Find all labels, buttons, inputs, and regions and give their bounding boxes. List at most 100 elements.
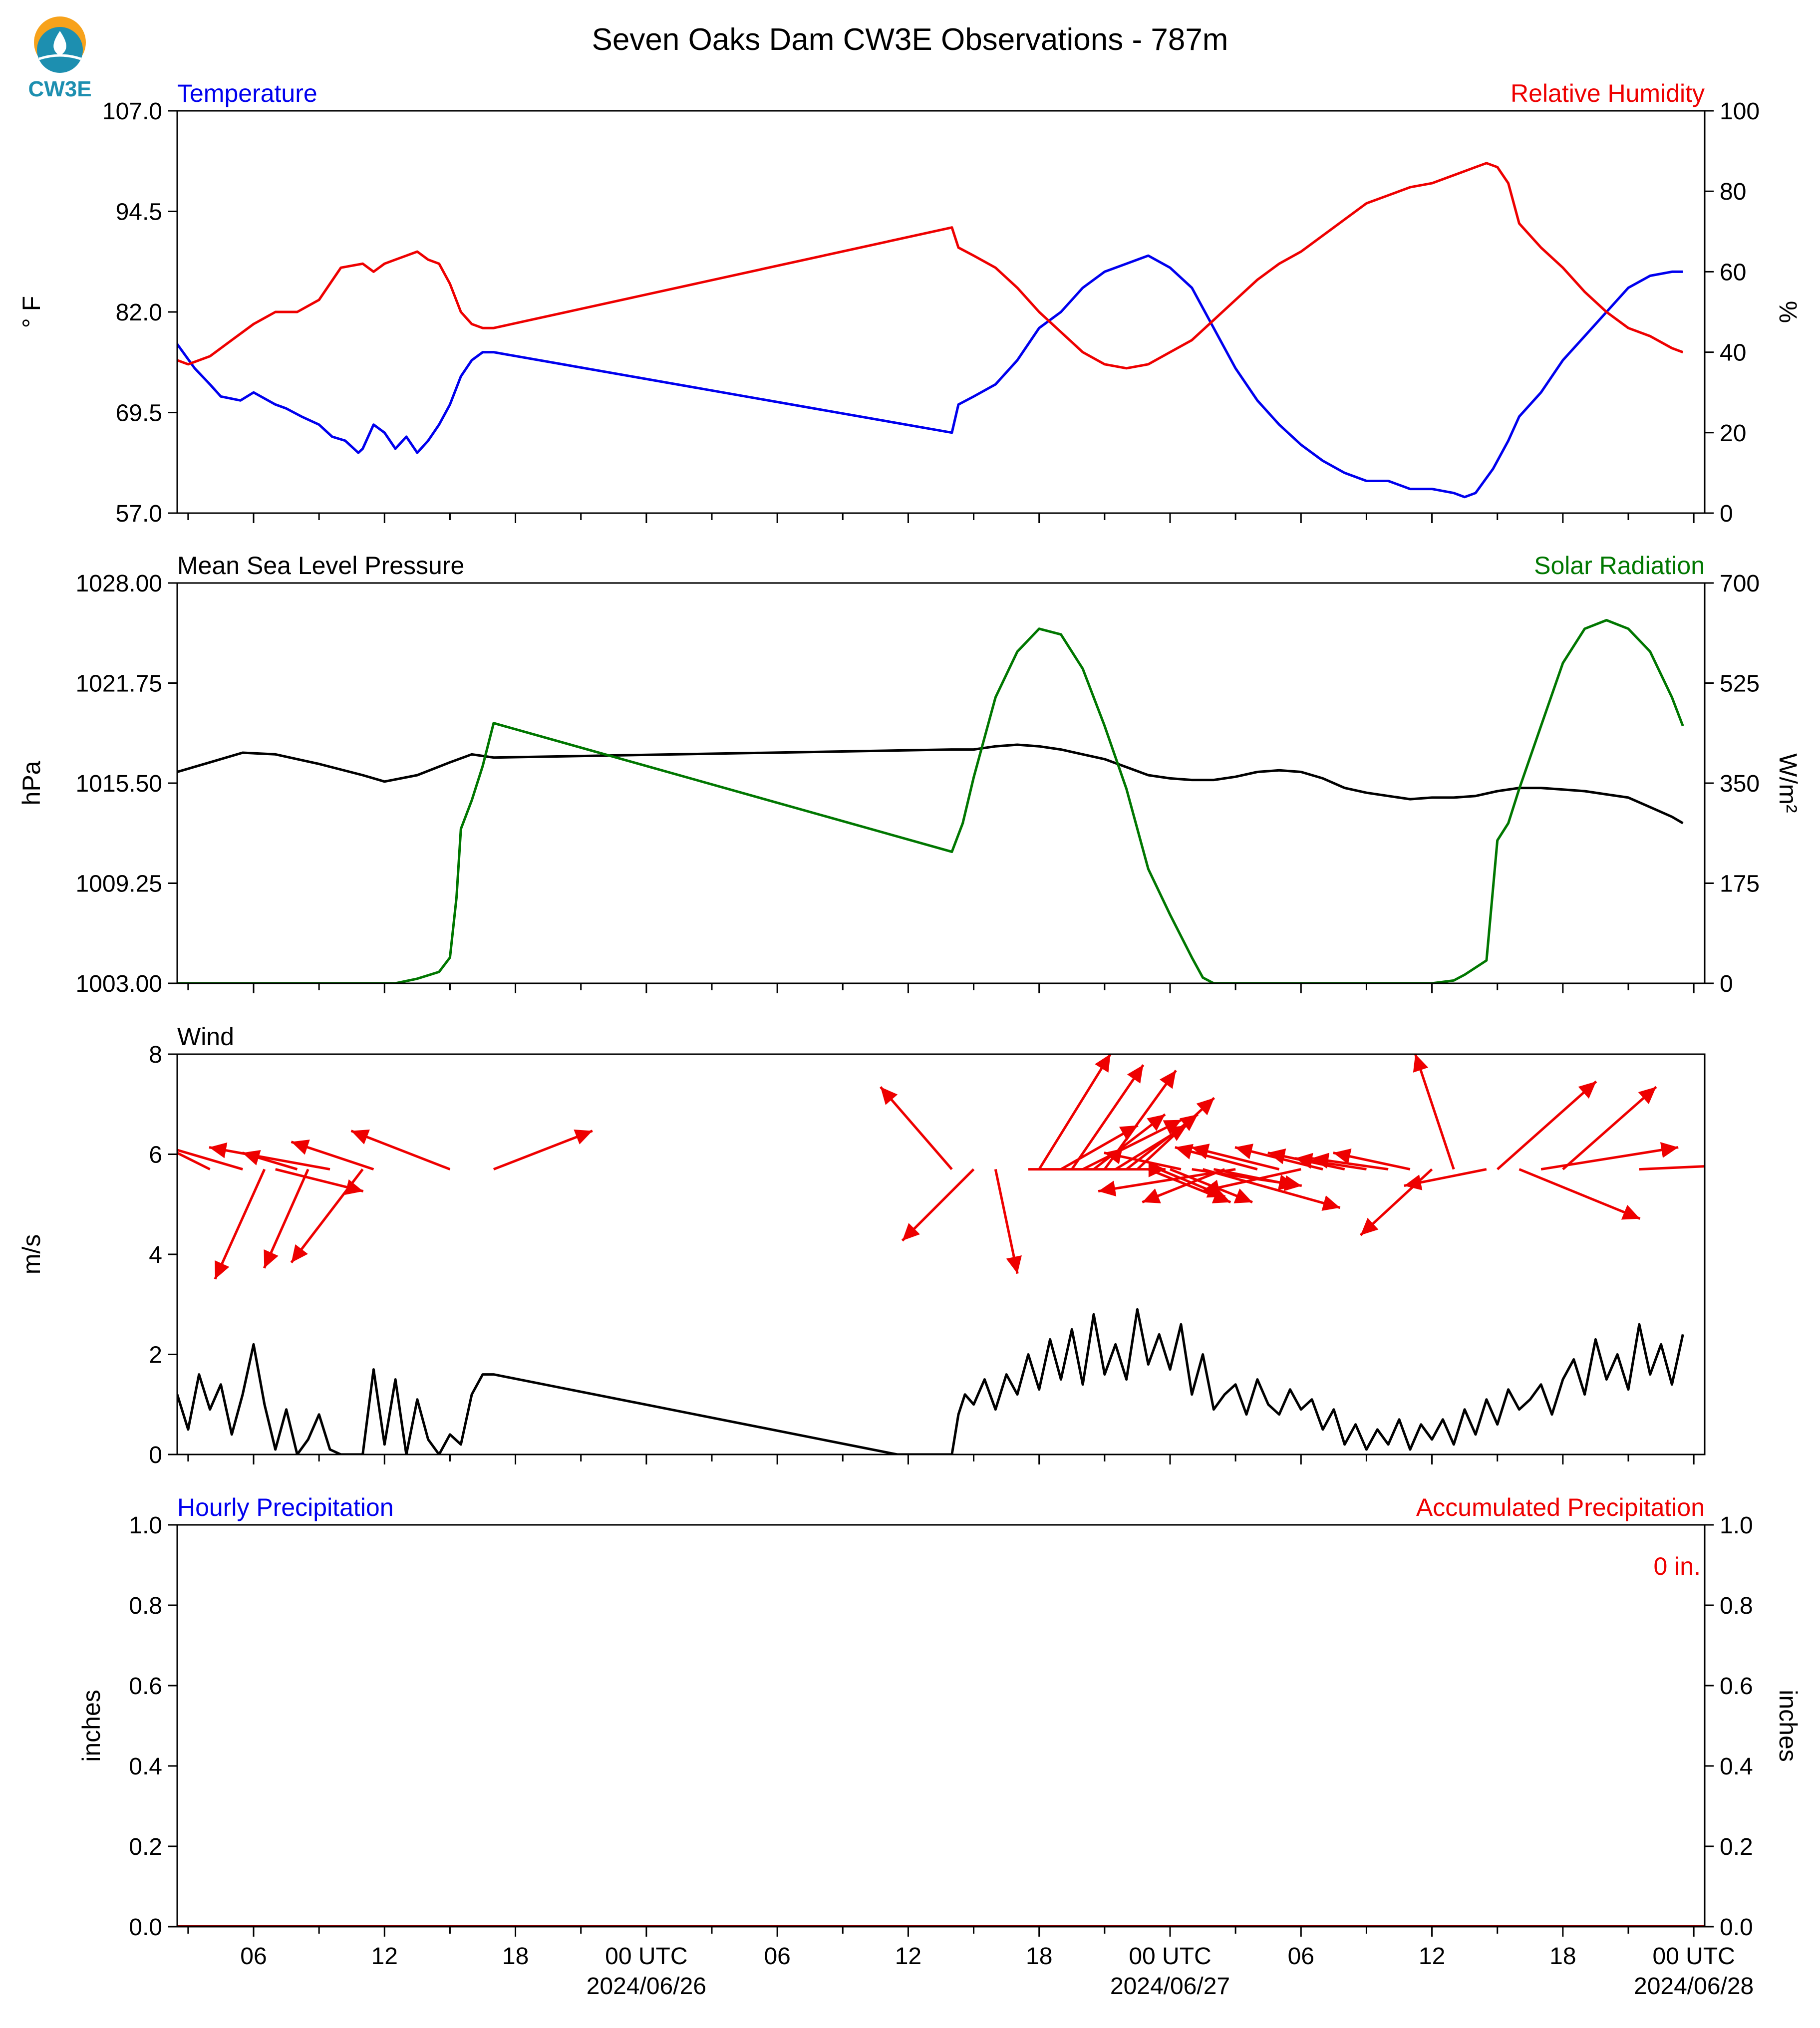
wind-arrow-head: [1295, 1153, 1313, 1169]
y-axis-title-right: %: [1774, 301, 1802, 323]
chart-title: Seven Oaks Dam CW3E Observations - 787m: [592, 22, 1228, 57]
wind-arrow-head: [880, 1087, 898, 1105]
y-axis-title: ° F: [17, 296, 45, 328]
wind-arrow-head: [1175, 1144, 1194, 1159]
x-tick-label: 06: [764, 1943, 790, 1970]
wind-arrow: [1202, 1168, 1341, 1211]
wind-arrow-shaft: [1414, 1054, 1455, 1170]
wind-arrow-head: [1621, 1204, 1640, 1220]
wind-arrow-head: [1095, 1054, 1111, 1073]
wind-arrow-head: [1360, 1217, 1379, 1235]
wind-arrow-head: [291, 1140, 310, 1155]
series-line-2: [177, 162, 1684, 370]
plot-area: [177, 1054, 1705, 1454]
y-tick-label: 1009.25: [75, 871, 162, 897]
wind-arrow: [879, 1086, 953, 1170]
x-tick-label: 12: [371, 1943, 398, 1970]
x-tick-label: 06: [240, 1943, 267, 1970]
wind-arrow-shaft: [209, 1146, 330, 1171]
panel-title-left: Hourly Precipitation: [177, 1493, 394, 1521]
x-tick-label: 18: [1549, 1943, 1576, 1970]
wind-arrow-shaft: [1540, 1146, 1679, 1171]
wind-arrow-shaft: [1038, 1054, 1112, 1170]
wind-arrow-head: [1311, 1153, 1330, 1169]
wind-arrow: [209, 1142, 330, 1171]
panel-title-right: Relative Humidity: [1511, 79, 1705, 107]
x-tick-date-label: 2024/06/28: [1634, 1973, 1754, 2000]
x-tick-label: 12: [895, 1943, 921, 1970]
wind-arrow: [1142, 1168, 1225, 1203]
wind-arrow: [1093, 1113, 1166, 1170]
accumulated-precip-label: 0 in.: [1653, 1552, 1701, 1580]
wind-arrow-shaft: [1136, 1097, 1215, 1170]
y-tick-label: 0.0: [129, 1914, 162, 1941]
panel-4: Hourly Precipitation Accumulated Precipit…: [77, 1493, 1802, 1941]
wind-arrow-head: [1191, 1144, 1210, 1159]
x-tick-label: 18: [502, 1943, 529, 1970]
wind-arrow-shaft: [214, 1168, 266, 1280]
series-line-1: [177, 1308, 1684, 1454]
wind-arrow: [350, 1129, 451, 1170]
wind-arrow: [291, 1140, 374, 1170]
wind-arrow-shaft: [350, 1130, 451, 1170]
panel-title-right: Solar Radiation: [1534, 552, 1705, 579]
y-tick-label: 1015.50: [75, 771, 162, 797]
wind-arrow-head: [1660, 1142, 1679, 1158]
y-tick-label: 1021.75: [75, 671, 162, 697]
y-tick-label: 57.0: [116, 501, 162, 527]
plot-area: [177, 619, 1684, 983]
plot-frame: [176, 582, 1706, 984]
y-tick-label: 1028.00: [75, 571, 162, 597]
y-axis-title: m/s: [17, 1234, 45, 1275]
wind-arrow-shaft: [263, 1168, 309, 1269]
y-tick-label: 6: [149, 1142, 162, 1168]
y-axis-title-right: inches: [1774, 1690, 1802, 1762]
wind-arrow: [1639, 1165, 1705, 1171]
wind-arrow: [1071, 1064, 1145, 1170]
wind-arrow-head: [1404, 1174, 1423, 1190]
panel-title-left: Temperature: [177, 79, 317, 107]
wind-arrow-head: [1267, 1149, 1286, 1164]
wind-arrow-shaft: [994, 1169, 1019, 1274]
wind-arrow: [1518, 1168, 1641, 1220]
wind-arrow: [1213, 1168, 1296, 1190]
wind-arrow-head: [1104, 1149, 1123, 1164]
wind-arrow-head: [1638, 1087, 1656, 1105]
y-tick-label: 0.4: [129, 1753, 162, 1780]
x-tick-date-label: 2024/06/26: [587, 1973, 706, 2000]
wind-arrow-head: [1277, 1174, 1296, 1190]
wind-arrow-shaft: [1497, 1080, 1597, 1170]
wind-arrow: [1413, 1054, 1455, 1170]
y-tick-label-right: 0.6: [1720, 1673, 1753, 1700]
wind-arrow-head: [1321, 1195, 1340, 1211]
wind-arrow-shaft: [290, 1168, 364, 1264]
y-tick-label-right: 525: [1720, 671, 1760, 697]
wind-arrow-head: [1413, 1054, 1429, 1073]
wind-arrow: [1191, 1144, 1280, 1171]
y-tick-label-right: 0: [1720, 501, 1733, 527]
y-tick-label: 69.5: [116, 400, 162, 427]
plot-frame: [176, 1524, 1706, 1928]
wind-arrow-head: [574, 1129, 593, 1145]
y-tick-label-right: 60: [1720, 259, 1746, 286]
wind-arrow-head: [264, 1249, 279, 1268]
wind-arrow-head: [215, 1260, 230, 1279]
cw3e-logo: CW3E: [28, 16, 92, 101]
wind-arrow-shaft: [1082, 1119, 1183, 1170]
y-tick-label-right: 0: [1720, 971, 1733, 997]
panel-2: Mean Sea Level Pressure Solar Radiation 10…: [17, 552, 1802, 997]
panels: Temperature Relative Humidity 57.0 69.5 82.0…: [17, 79, 1802, 2000]
wind-arrow: [1562, 1086, 1657, 1170]
y-tick-label-right: 350: [1720, 771, 1760, 797]
wind-arrow: [994, 1169, 1022, 1274]
wind-arrow-head: [1006, 1255, 1022, 1274]
wind-arrow: [177, 1151, 211, 1170]
wind-arrow-head: [1233, 1188, 1252, 1203]
series-line-1: [177, 254, 1683, 499]
y-tick-label: 8: [149, 1042, 162, 1068]
wind-arrow-shaft: [1071, 1064, 1145, 1170]
x-tick-label: 00 UTC: [1652, 1943, 1735, 1970]
y-tick-label-right: 1.0: [1720, 1512, 1753, 1539]
wind-arrow-head: [1159, 1070, 1176, 1089]
